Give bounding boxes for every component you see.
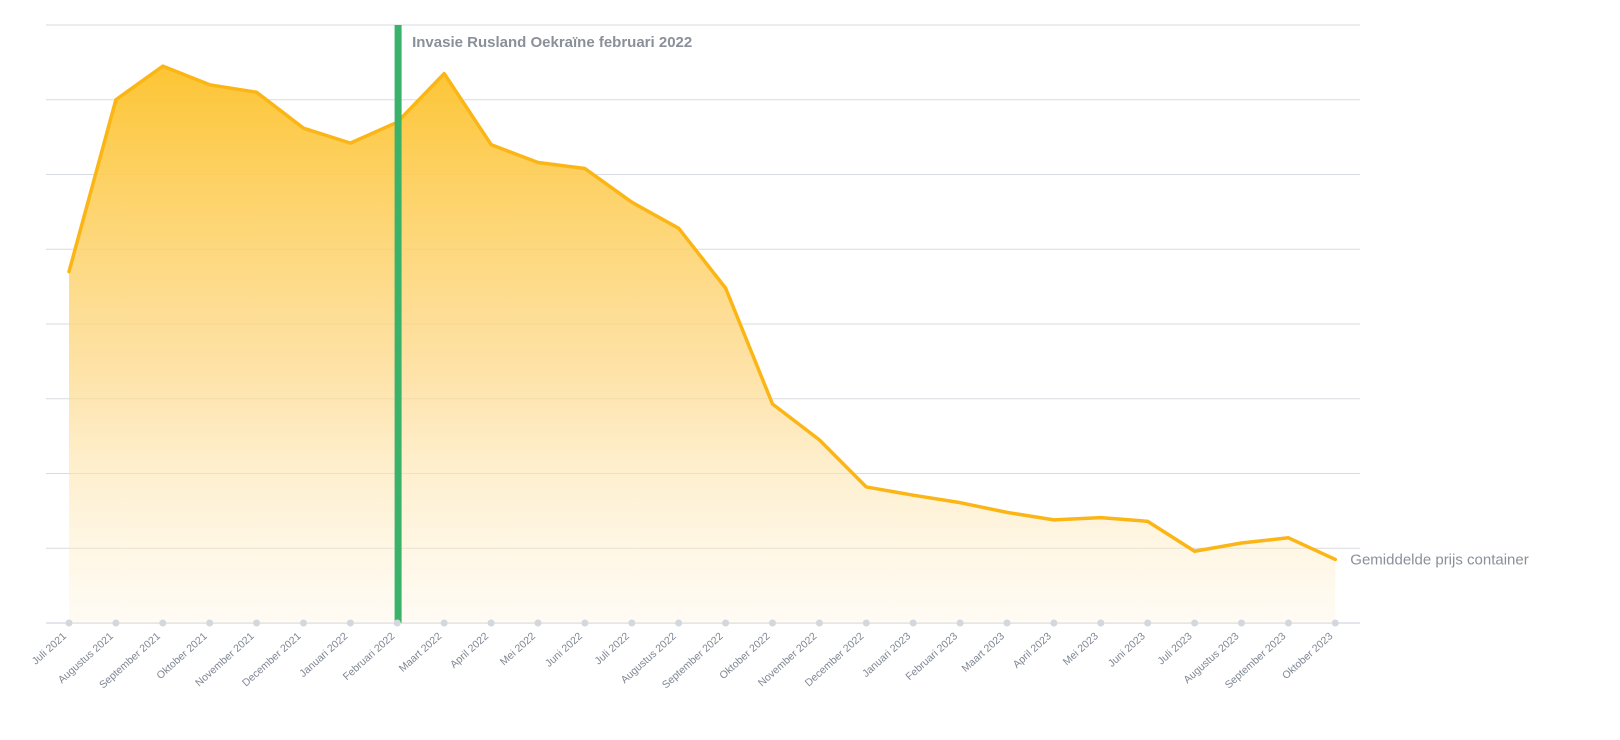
x-tick-label: Juli 2022: [593, 630, 632, 667]
x-tick-label: Maart 2022: [397, 630, 445, 675]
x-tick-dot: [909, 619, 917, 627]
x-tick-dot: [1238, 619, 1245, 627]
x-tick-dot: [1284, 619, 1292, 627]
x-tick-dot: [1331, 619, 1339, 627]
x-tick-dot: [1097, 619, 1105, 627]
x-tick-label: Juli 2021: [30, 630, 69, 667]
x-tick-dot: [300, 619, 307, 627]
x-tick-label: April 2023: [1011, 630, 1054, 671]
x-tick-dot: [487, 619, 495, 627]
x-tick-dot: [1003, 619, 1011, 627]
x-tick-dot: [112, 619, 120, 627]
x-tick-dot: [65, 619, 73, 627]
line-layer: [67, 64, 1338, 562]
x-tick-dot: [628, 619, 636, 627]
x-tick-dot: [346, 619, 354, 627]
x-tick-dot: [956, 619, 964, 627]
x-tick-label: Maart 2023: [959, 630, 1007, 675]
series-area: [69, 66, 1336, 624]
x-tick-label: Mei 2022: [498, 630, 538, 668]
x-tick-dot: [1191, 619, 1199, 627]
x-tick-dot: [769, 619, 776, 627]
x-tick-dot: [393, 619, 401, 627]
x-tick-label: Juni 2023: [1106, 630, 1148, 669]
x-tick-dot: [534, 619, 542, 627]
x-tick-dot: [815, 619, 823, 627]
x-tick-label: Juni 2022: [543, 630, 585, 669]
x-tick-dot: [862, 619, 870, 627]
series-label-layer: Gemiddelde prijs container: [1350, 551, 1528, 568]
x-tick-dot: [159, 619, 167, 627]
x-tick-label: Mei 2023: [1061, 630, 1101, 668]
series-line: [67, 64, 1338, 562]
x-tick-dot: [581, 619, 589, 627]
series-name-label: Gemiddelde prijs container: [1350, 551, 1528, 568]
x-tick-dot: [253, 619, 261, 627]
area-layer: [69, 66, 1336, 624]
x-tick-label: April 2022: [448, 630, 491, 671]
x-tick-label: Juli 2023: [1155, 630, 1194, 667]
x-tick-dot: [675, 619, 683, 627]
x-tick-dot: [206, 619, 214, 627]
annotation-label: Invasie Rusland Oekraïne februari 2022: [412, 34, 692, 51]
x-tick-dot: [1144, 619, 1152, 627]
x-tick-label: Oktober 2023: [1280, 630, 1335, 682]
annotation-layer: Invasie Rusland Oekraïne februari 2022: [394, 25, 692, 623]
x-tick-dot: [440, 619, 448, 627]
x-tick-dot: [722, 619, 730, 627]
x-tick-dot: [1050, 619, 1058, 627]
